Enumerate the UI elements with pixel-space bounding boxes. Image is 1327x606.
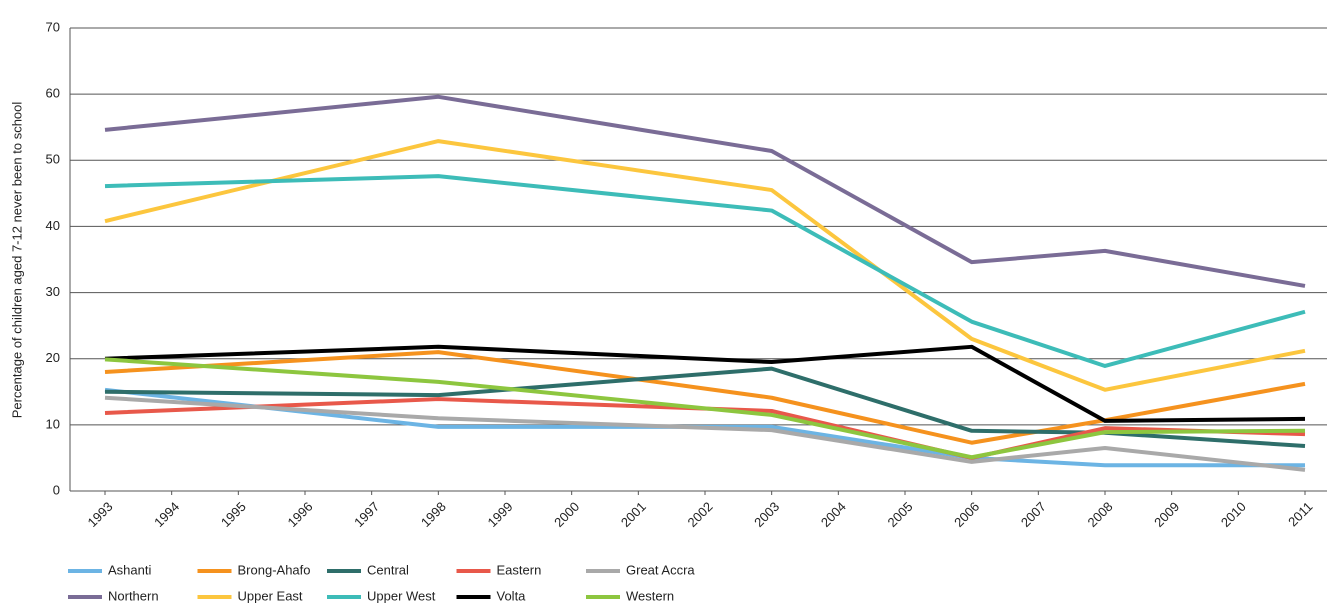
x-tick-label: 1995 (218, 499, 249, 530)
x-tick-label: 2001 (618, 499, 649, 530)
series-line (104, 350, 1306, 445)
legend-label: Ashanti (108, 562, 151, 577)
series-line (104, 344, 1306, 423)
legend-label: Eastern (497, 562, 542, 577)
x-tick-label: 2006 (951, 499, 982, 530)
x-tick-label: 2004 (818, 499, 849, 530)
legend-label: Central (367, 562, 409, 577)
x-tick-label: 1998 (418, 499, 449, 530)
legend-label: Volta (497, 588, 527, 603)
legend-label: Upper East (238, 588, 303, 603)
series-line (104, 174, 1306, 368)
series-line (104, 94, 1306, 288)
y-tick-label: 30 (46, 284, 60, 299)
y-tick-label: 20 (46, 350, 60, 365)
series-line (104, 357, 1306, 460)
x-tick-label: 1997 (351, 499, 382, 530)
legend-label: Great Accra (626, 562, 695, 577)
x-tick-label: 2007 (1018, 499, 1049, 530)
legend-label: Brong-Ahafo (238, 562, 311, 577)
x-tick-label: 2010 (1218, 499, 1249, 530)
x-tick-label: 1996 (284, 499, 315, 530)
x-tick-label: 2005 (884, 499, 915, 530)
series-line (104, 395, 1306, 472)
x-tick-label: 1999 (484, 499, 515, 530)
x-tick-label: 2002 (684, 499, 715, 530)
y-tick-label: 0 (53, 482, 60, 497)
x-tick-label: 1994 (151, 499, 182, 530)
x-tick-label: 2011 (1285, 499, 1315, 529)
y-tick-label: 60 (46, 86, 60, 101)
x-tick-label: 2003 (751, 499, 782, 530)
series-line (104, 387, 1305, 468)
y-tick-label: 70 (46, 19, 60, 34)
x-tick-label: 2008 (1084, 499, 1115, 530)
y-tick-label: 50 (46, 152, 60, 167)
x-tick-label: 2009 (1151, 499, 1182, 530)
legend-label: Northern (108, 588, 159, 603)
y-tick-label: 10 (46, 416, 60, 431)
legend-label: Western (626, 588, 674, 603)
y-axis-label: Percentage of children aged 7-12 never b… (9, 102, 24, 419)
series-line (104, 366, 1306, 449)
x-tick-label: 2000 (551, 499, 582, 530)
y-tick-label: 40 (46, 218, 60, 233)
x-tick-label: 1993 (84, 499, 115, 530)
legend-label: Upper West (367, 588, 436, 603)
